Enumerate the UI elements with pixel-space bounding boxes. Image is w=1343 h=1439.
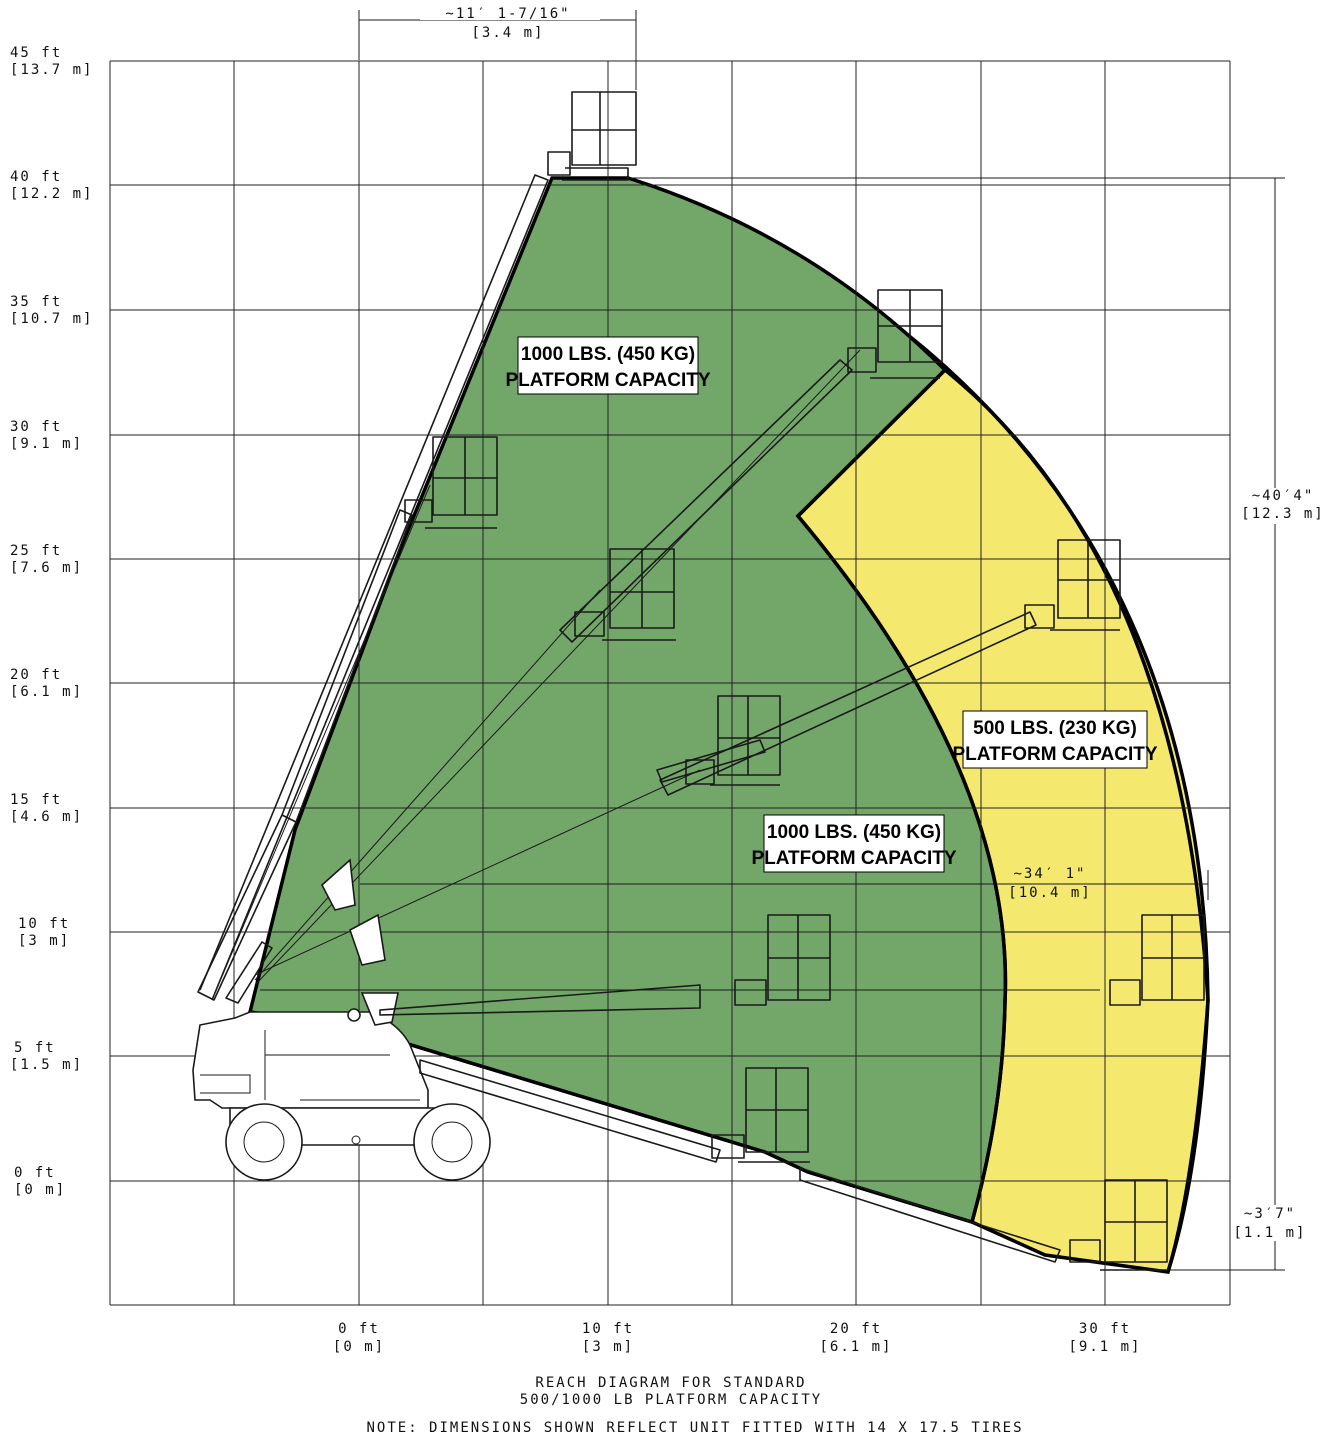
capacity-label-line1: 1000 LBS. (450 KG) [521,344,695,365]
y-label-ft: 40 ft [10,169,62,185]
y-label-m: [12.2 m] [10,186,93,202]
y-label-ft: 45 ft [10,45,62,61]
capacity-label-yellow: 500 LBS. (230 KG) PLATFORM CAPACITY [952,710,1158,769]
x-label-ft: 0 ft [338,1321,380,1337]
capacity-label-upper: 1000 LBS. (450 KG) PLATFORM CAPACITY [505,336,711,395]
caption: REACH DIAGRAM FOR STANDARD 500/1000 LB P… [366,1375,1023,1436]
platform-horizontal-extended [1109,914,1205,1006]
y-label-m: [0 m] [14,1182,66,1198]
max-height-imperial: ~40′4" [1252,488,1315,504]
platform-top [547,91,637,181]
y-label-ft: 10 ft [18,916,70,932]
y-label-ft: 20 ft [10,667,62,683]
capacity-label-line2: PLATFORM CAPACITY [751,848,956,869]
dimension-lines [358,10,1285,1271]
x-label-m: [0 m] [333,1339,385,1355]
y-label-ft: 15 ft [10,792,62,808]
top-offset-metric: [3.4 m] [471,25,544,41]
green-boundary [795,368,1008,1223]
y-label-m: [3 m] [18,933,70,949]
capacity-label-line1: 1000 LBS. (450 KG) [767,822,941,843]
caption-line1: REACH DIAGRAM FOR STANDARD [535,1375,806,1391]
x-label-ft: 10 ft [582,1321,634,1337]
platform-low [711,1067,810,1163]
horizontal-reach-metric: [10.4 m] [1008,885,1091,901]
y-axis-labels: 45 ft [13.7 m] 40 ft [12.2 m] 35 ft [10.… [10,45,93,1198]
y-label-ft: 5 ft [14,1040,56,1056]
capacity-label-line1: 500 LBS. (230 KG) [973,718,1137,739]
platform-center [574,548,676,641]
caption-line2: 500/1000 LB PLATFORM CAPACITY [520,1392,822,1408]
y-label-m: [13.7 m] [10,62,93,78]
capacity-label-lower: 1000 LBS. (450 KG) PLATFORM CAPACITY [751,814,957,873]
x-label-m: [3 m] [582,1339,634,1355]
y-label-ft: 30 ft [10,419,62,435]
dimension-labels: ~11′ 1-7/16" [3.4 m] ~40′4" [12.3 m] ~34… [420,6,1335,1241]
platform-left [404,436,498,529]
lift-chassis [192,992,491,1181]
top-offset-imperial: ~11′ 1-7/16" [445,6,570,22]
platform-mid [685,695,781,786]
below-grade-imperial: ~3′7" [1244,1206,1296,1222]
platform-upper-right [847,289,943,379]
capacity-label-line2: PLATFORM CAPACITY [952,744,1157,765]
y-label-ft: 25 ft [10,543,62,559]
y-label-m: [1.5 m] [10,1057,83,1073]
tire-note: NOTE: DIMENSIONS SHOWN REFLECT UNIT FITT… [366,1420,1023,1436]
y-label-m: [7.6 m] [10,560,83,576]
x-label-ft: 20 ft [830,1321,882,1337]
capacity-labels: 1000 LBS. (450 KG) PLATFORM CAPACITY 100… [505,336,1158,873]
yellow-outline [943,368,1210,1273]
x-label-ft: 30 ft [1079,1321,1131,1337]
x-label-m: [9.1 m] [1068,1339,1141,1355]
y-label-m: [10.7 m] [10,311,93,327]
x-label-m: [6.1 m] [819,1339,892,1355]
x-axis-labels: 0 ft [0 m] 10 ft [3 m] 20 ft [6.1 m] 30 … [333,1321,1141,1355]
platform-below-grade [1069,1179,1168,1271]
horizontal-reach-imperial: ~34′ 1" [1013,866,1086,882]
platform-yellow-upper [1024,539,1121,631]
y-label-ft: 0 ft [14,1165,56,1181]
grid [109,60,1231,1306]
y-label-m: [6.1 m] [10,684,83,700]
capacity-label-line2: PLATFORM CAPACITY [505,370,710,391]
y-label-m: [9.1 m] [10,436,83,452]
y-label-m: [4.6 m] [10,809,83,825]
below-grade-metric: [1.1 m] [1233,1225,1306,1241]
platforms [404,91,1205,1271]
y-label-ft: 35 ft [10,294,62,310]
max-height-metric: [12.3 m] [1241,506,1324,522]
platform-horizontal [734,914,831,1006]
